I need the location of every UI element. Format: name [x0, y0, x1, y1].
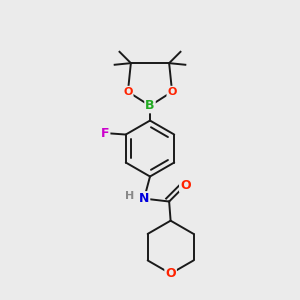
Text: N: N: [139, 192, 149, 205]
Text: O: O: [167, 87, 177, 97]
Text: O: O: [165, 267, 176, 280]
Text: O: O: [123, 87, 133, 97]
Text: F: F: [101, 127, 110, 140]
Text: H: H: [125, 190, 134, 201]
Text: B: B: [145, 99, 155, 112]
Text: O: O: [180, 179, 190, 192]
